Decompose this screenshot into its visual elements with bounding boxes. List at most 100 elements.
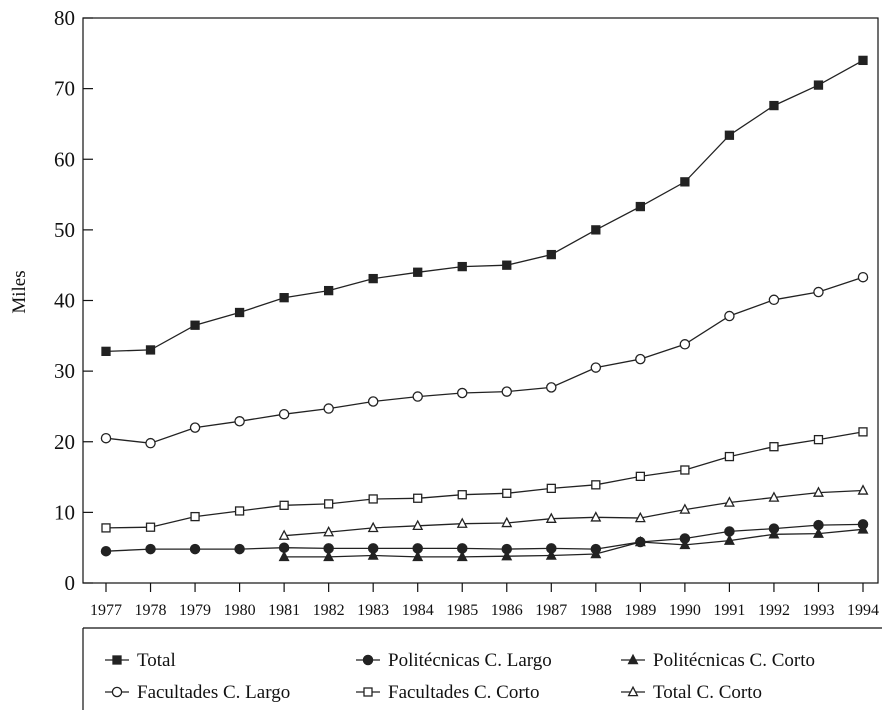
data-point (323, 499, 334, 509)
data-point (502, 488, 512, 498)
data-point (724, 451, 735, 462)
data-point (234, 506, 245, 516)
x-tick-label: 1993 (802, 602, 834, 619)
series-line (284, 528, 864, 558)
x-tick-label: 1981 (268, 602, 300, 619)
data-point (100, 545, 112, 557)
data-point (723, 534, 735, 545)
data-point (769, 442, 779, 452)
data-point (724, 130, 735, 140)
data-point (278, 529, 290, 540)
data-point (323, 403, 334, 414)
data-point (457, 490, 467, 500)
data-point (680, 465, 690, 475)
data-point (368, 494, 378, 504)
data-point (723, 496, 735, 507)
data-point (323, 550, 335, 562)
legend: Total Politécnicas C. Largo Politécnicas C… (82, 627, 882, 710)
y-tick-label: 70 (54, 77, 75, 101)
data-point (145, 522, 156, 532)
y-tick-label: 80 (54, 6, 75, 30)
data-point (591, 480, 601, 490)
legend-item: Facultades C. Largo (105, 682, 290, 703)
data-point (367, 521, 379, 533)
data-point (234, 307, 245, 318)
data-point (323, 285, 334, 296)
data-point (278, 408, 290, 420)
series-1 (100, 519, 869, 557)
data-point (412, 391, 423, 402)
legend-item: Politécnicas C. Corto (621, 650, 815, 671)
series-layer (100, 55, 869, 562)
data-point (412, 519, 424, 531)
legend-label: Politécnicas C. Corto (653, 650, 815, 671)
data-point (680, 177, 690, 187)
data-point (768, 294, 780, 306)
legend-label: Total C. Corto (653, 682, 762, 703)
legend-marker (111, 686, 123, 698)
data-point (189, 422, 201, 433)
x-tick-label: 1987 (535, 602, 567, 619)
data-point (590, 511, 602, 522)
data-point (456, 387, 468, 399)
legend-label: Facultades C. Corto (388, 682, 539, 703)
data-point (367, 549, 379, 560)
data-point (813, 434, 824, 445)
series-line (105, 431, 864, 529)
data-point (679, 339, 691, 350)
data-point (456, 550, 468, 562)
data-point (190, 511, 200, 522)
data-point (367, 396, 379, 407)
data-point (323, 525, 335, 537)
data-point (590, 547, 602, 559)
legend-label: Facultades C. Largo (137, 682, 290, 703)
x-tick-label: 1978 (135, 602, 167, 619)
data-point (456, 517, 468, 528)
y-tick-label: 10 (54, 500, 75, 524)
data-point (101, 523, 111, 533)
series-4 (101, 427, 868, 533)
legend-marker (627, 685, 639, 697)
x-tick-label: 1980 (224, 602, 256, 619)
legend-marker (363, 687, 373, 697)
legend-item: Total (105, 650, 176, 671)
data-point (634, 535, 646, 547)
y-axis-label: Miles (9, 270, 30, 313)
data-point (812, 527, 824, 538)
legend-label: Total (137, 650, 176, 671)
x-tick-label: 1982 (313, 602, 345, 619)
data-point (145, 345, 156, 355)
data-point (857, 484, 869, 495)
series-0 (101, 55, 868, 357)
data-point (545, 549, 557, 560)
axes: 0 10 20 30 40 50 60 70 80 1977 1978 1979 1980 1981 198… (54, 6, 879, 619)
data-point (412, 550, 424, 562)
series-line (284, 489, 864, 537)
x-tick-label: 1986 (491, 602, 523, 619)
data-point (635, 353, 646, 365)
data-point (769, 100, 779, 111)
y-tick-label: 30 (54, 359, 75, 383)
y-tick-label: 60 (54, 147, 75, 171)
legend-item: Politécnicas C. Largo (356, 650, 552, 671)
data-point (545, 512, 557, 523)
data-point (189, 543, 201, 555)
legend-marker (112, 655, 122, 665)
data-point (234, 416, 245, 427)
data-point (590, 362, 602, 373)
x-tick-label: 1988 (580, 602, 612, 619)
data-point (502, 260, 512, 270)
data-point (546, 483, 556, 494)
data-point (501, 386, 513, 397)
data-point (857, 523, 869, 534)
series-line (105, 276, 864, 444)
data-point (279, 500, 289, 510)
data-point (546, 382, 557, 393)
x-tick-label: 1990 (669, 602, 701, 619)
y-tick-label: 20 (54, 430, 75, 454)
data-point (679, 503, 691, 514)
data-point (591, 225, 601, 235)
data-point (279, 293, 289, 303)
series-5 (278, 484, 869, 540)
legend-item: Facultades C. Corto (356, 682, 539, 703)
